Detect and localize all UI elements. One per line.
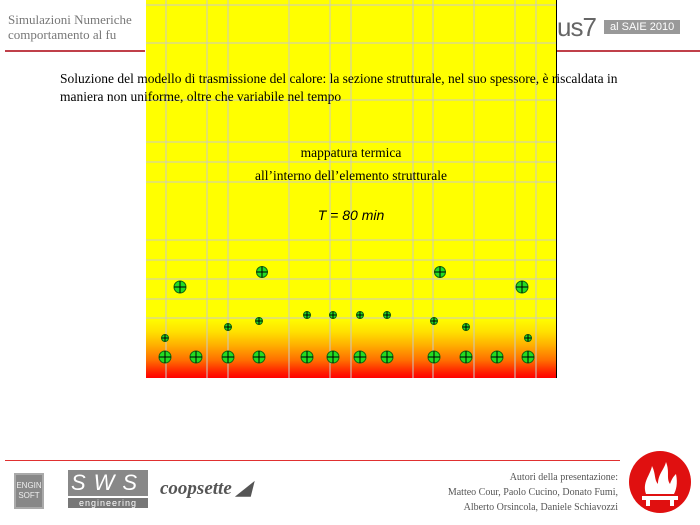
footer-divider	[5, 460, 620, 461]
rebar-circle	[490, 350, 504, 364]
description-paragraph: Soluzione del modello di trasmissione de…	[60, 71, 618, 104]
caption-line1: mappatura termica	[300, 145, 402, 160]
sws-engineering-logo: SWS engineering	[68, 470, 148, 508]
rebar-circle	[356, 311, 364, 319]
rebar-circle	[380, 350, 394, 364]
header-divider	[5, 50, 145, 52]
rebar-circle	[521, 350, 535, 364]
rebar-circle	[173, 280, 187, 294]
enginsoft-logo: ENGIN SOFT	[14, 473, 44, 509]
rebar-circle	[255, 317, 263, 325]
rebar-circle	[462, 323, 470, 331]
header-divider-right	[556, 50, 700, 52]
thermal-map	[146, 0, 557, 378]
rebar-circle	[430, 317, 438, 325]
authors-line2: Matteo Cour, Paolo Cucino, Donato Fumi,	[447, 487, 618, 498]
coopsette-logo: coopsette ◢	[160, 478, 252, 499]
rebar-circle	[224, 323, 232, 331]
rebar-circle	[189, 350, 203, 364]
rebar-circle	[158, 350, 172, 364]
rebar-circle	[383, 311, 391, 319]
authors-heading: Autori della presentazione:	[509, 472, 618, 483]
rebar-circle	[329, 311, 337, 319]
rebar-circle	[353, 350, 367, 364]
rebar-circle	[221, 350, 235, 364]
event-badge: al SAIE 2010	[604, 20, 681, 34]
rebar-circle	[300, 350, 314, 364]
rebar-circle	[434, 266, 446, 278]
event-name: us7	[557, 12, 597, 42]
rebar-circle	[161, 334, 169, 342]
rebar-circle	[524, 334, 532, 342]
fire-safety-logo-icon	[629, 451, 691, 513]
header-title: Simulazioni Numeriche comportamento al f…	[8, 12, 132, 42]
authors: Autori della presentazione: Matteo Cour,…	[448, 470, 618, 515]
time-label: T = 80 min	[317, 207, 385, 223]
thermal-map-grid	[146, 0, 556, 378]
rebar-circle	[515, 280, 529, 294]
authors-line3: Alberto Orsincola, Daniele Schiavozzi	[463, 502, 618, 513]
caption-line2: all’interno dell’elemento strutturale	[255, 168, 447, 183]
rebar-circle	[256, 266, 268, 278]
header-title-line1: Simulazioni Numeriche	[8, 12, 132, 27]
rebar-circle	[427, 350, 441, 364]
rebar-circle	[303, 311, 311, 319]
rebar-circle	[326, 350, 340, 364]
header-title-line2: comportamento al fu	[8, 27, 117, 42]
rebar-circle	[252, 350, 266, 364]
rebar-circle	[459, 350, 473, 364]
